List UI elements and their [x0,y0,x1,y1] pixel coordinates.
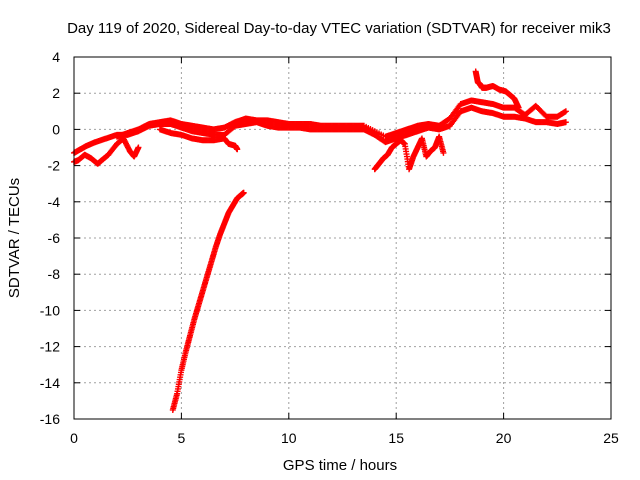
chart-title: Day 119 of 2020, Sidereal Day-to-day VTE… [67,20,611,37]
data-point [562,119,569,126]
series-plunge-track [169,189,247,413]
y-tick-label: -10 [40,302,60,318]
series-left-arc [71,135,142,167]
x-axis-label: GPS time / hours [283,457,397,474]
data-point [234,146,241,153]
x-tick-label: 5 [178,430,186,446]
y-tick-label: -16 [40,411,60,427]
x-tick-label: 15 [388,430,404,446]
y-tick-label: -8 [48,266,61,282]
y-tick-label: -14 [40,375,60,391]
y-tick-label: -6 [48,230,61,246]
data-point [440,149,447,156]
series-mid-dips [156,126,241,153]
y-tick-label: -12 [40,339,60,355]
y-tick-label: 2 [52,85,60,101]
y-tick-label: 0 [52,121,60,137]
y-tick-label: -2 [48,158,61,174]
x-ticks: 0 5 10 15 20 25 [70,57,619,446]
data-point [240,189,247,196]
series-upper-band [113,97,569,140]
y-axis-label: SDTVAR / TECUs [6,178,23,298]
y-tick-label: -4 [48,194,61,210]
x-tick-label: 25 [603,430,619,446]
data-point [135,144,142,151]
x-tick-label: 10 [281,430,297,446]
data-point [515,104,522,111]
series-east-tracks [371,133,447,173]
data-points [71,68,569,413]
y-tick-label: 4 [52,49,60,65]
x-tick-label: 20 [496,430,512,446]
series-late-spike [472,68,522,111]
x-tick-label: 0 [70,430,78,446]
data-point [562,108,569,115]
y-ticks: -16 -14 -12 -10 -8 -6 -4 -2 0 2 4 [40,49,611,427]
